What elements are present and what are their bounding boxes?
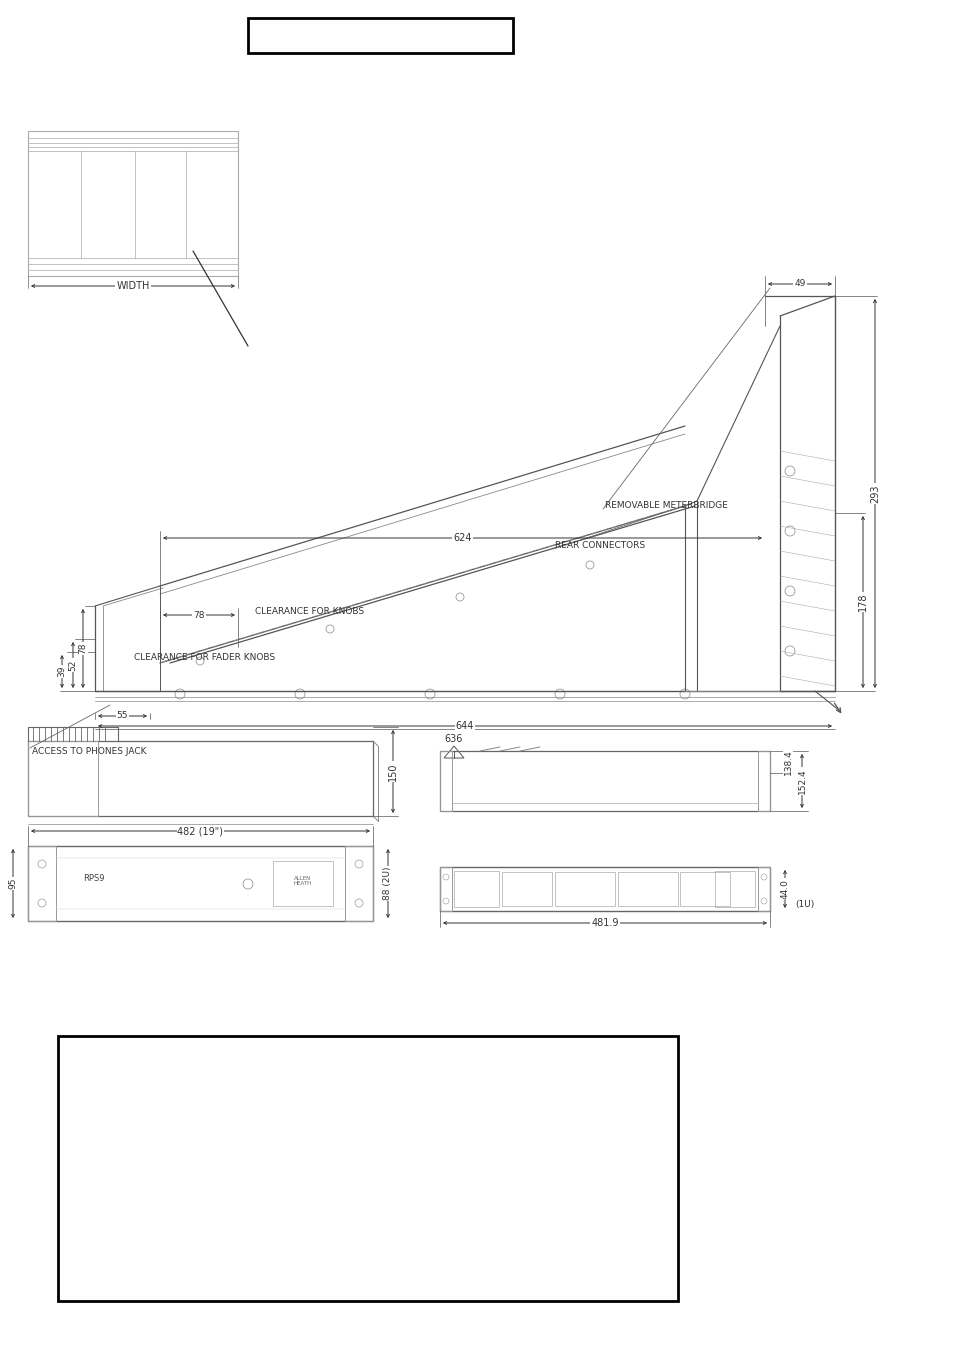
Text: 55: 55 <box>116 712 128 720</box>
Text: REAR CONNECTORS: REAR CONNECTORS <box>555 542 644 550</box>
Text: 49: 49 <box>794 280 805 289</box>
Bar <box>28 740 373 816</box>
Text: 636: 636 <box>444 734 463 744</box>
Bar <box>454 871 498 907</box>
Text: 293: 293 <box>869 484 879 503</box>
Text: 88 (2U): 88 (2U) <box>383 867 392 900</box>
Bar <box>555 871 615 907</box>
Bar <box>714 871 754 907</box>
Text: 150: 150 <box>388 762 397 781</box>
Text: REMOVABLE METERBRIDGE: REMOVABLE METERBRIDGE <box>604 501 727 511</box>
Text: 95: 95 <box>9 878 17 889</box>
Bar <box>28 740 98 816</box>
Bar <box>273 861 333 907</box>
Text: 481.9: 481.9 <box>591 917 618 928</box>
Text: 624: 624 <box>453 534 471 543</box>
Text: 152.4: 152.4 <box>797 769 805 794</box>
Text: ALLEN
HEATH: ALLEN HEATH <box>294 875 312 886</box>
Text: 78: 78 <box>78 643 88 654</box>
Bar <box>758 867 769 911</box>
Text: 44.0: 44.0 <box>780 880 789 898</box>
Bar <box>758 751 769 811</box>
Text: 482 (19"): 482 (19") <box>177 825 223 836</box>
Bar <box>345 846 373 921</box>
Bar <box>28 131 237 276</box>
Text: 178: 178 <box>857 593 867 611</box>
Bar <box>439 751 452 811</box>
Text: 52: 52 <box>69 659 77 670</box>
Text: 78: 78 <box>193 611 205 620</box>
Bar <box>28 846 56 921</box>
Bar <box>248 18 513 53</box>
Bar <box>439 751 769 811</box>
Bar <box>501 871 552 907</box>
Bar <box>28 846 373 921</box>
Text: RPS9: RPS9 <box>83 874 105 884</box>
Bar <box>58 1036 678 1301</box>
Text: (1U): (1U) <box>794 900 814 908</box>
Text: CLEARANCE FOR KNOBS: CLEARANCE FOR KNOBS <box>255 607 364 616</box>
Bar <box>439 867 769 911</box>
Text: WIDTH: WIDTH <box>116 281 150 290</box>
Text: 138.4: 138.4 <box>782 748 792 775</box>
Bar <box>618 871 678 907</box>
Text: ACCESS TO PHONES JACK: ACCESS TO PHONES JACK <box>32 747 147 755</box>
Text: 644: 644 <box>456 721 474 731</box>
Text: 39: 39 <box>57 666 67 677</box>
Bar <box>439 867 452 911</box>
Text: CLEARANCE FOR FADER KNOBS: CLEARANCE FOR FADER KNOBS <box>134 654 275 662</box>
Bar <box>679 871 729 907</box>
